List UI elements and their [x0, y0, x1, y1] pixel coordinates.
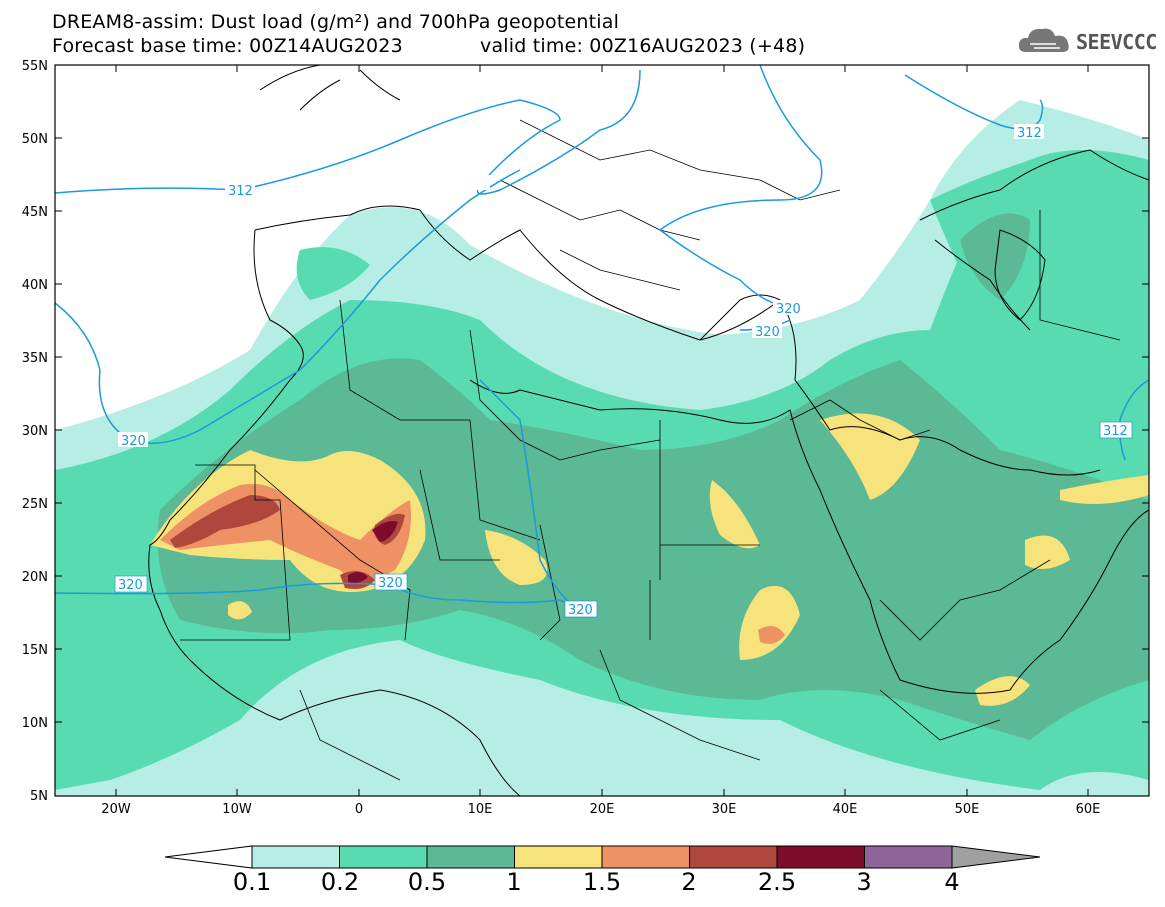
contour-label: 312: [1017, 126, 1042, 141]
colorbar-segment: [514, 845, 603, 869]
colorbar-label: 0.1: [232, 868, 272, 896]
lon-tick-label: 20W: [101, 802, 131, 817]
colorbar-label: 1.5: [582, 868, 622, 896]
colorbar-segment: [776, 845, 865, 869]
lat-tick-label: 50N: [22, 132, 48, 147]
lat-tick-label: 40N: [22, 278, 48, 293]
colorbar-segment: [164, 845, 253, 869]
colorbar-label: 1: [506, 868, 522, 896]
lon-tick-label: 40E: [833, 802, 858, 817]
lon-tick-label: 20E: [590, 802, 615, 817]
longitude-axis: [115, 65, 1089, 796]
seevccc-logo: SEEVCCC: [1018, 24, 1157, 60]
colorbar-segment: [426, 845, 515, 869]
contour-label: 320: [118, 578, 143, 593]
colorbar-segment: [864, 845, 953, 869]
lat-tick-label: 30N: [22, 424, 48, 439]
contour-label: 312: [228, 184, 253, 199]
colorbar: [164, 845, 1041, 869]
lat-tick-label: 55N: [22, 59, 48, 74]
colorbar-label: 2: [681, 868, 697, 896]
contour-labels: 312 320 320 320 320 320 320 312 312: [114, 124, 1133, 618]
colorbar-segment: [339, 845, 428, 869]
map-title: DREAM8-assim: Dust load (g/m²) and 700hP…: [52, 11, 620, 33]
lon-tick-label: 50E: [955, 802, 980, 817]
colorbar-label: 2.5: [757, 868, 797, 896]
contour-label: 312: [1103, 424, 1128, 439]
lon-tick-label: 0: [355, 802, 363, 817]
contour-label: 320: [568, 603, 593, 618]
latitude-axis: [55, 64, 1149, 797]
colorbar-segment: [251, 845, 340, 869]
base-time: Forecast base time: 00Z14AUG2023: [52, 35, 403, 57]
lat-tick-label: 35N: [22, 351, 48, 366]
colorbar-label: 0.5: [407, 868, 447, 896]
colorbar-label: 0.2: [320, 868, 360, 896]
colorbar-segment: [601, 845, 690, 869]
lat-tick-label: 20N: [22, 570, 48, 585]
lon-tick-label: 10W: [222, 802, 252, 817]
colorbar-label: 3: [856, 868, 872, 896]
colorbar-segment: [689, 845, 778, 869]
lon-tick-label: 10E: [468, 802, 493, 817]
valid-time: valid time: 00Z16AUG2023 (+48): [480, 35, 806, 57]
lat-tick-label: 25N: [22, 497, 48, 512]
lat-tick-label: 10N: [22, 716, 48, 731]
contour-label: 320: [755, 325, 780, 340]
contour-label: 320: [378, 576, 403, 591]
lon-tick-label: 60E: [1076, 802, 1101, 817]
colorbar-label: 4: [944, 868, 960, 896]
dust-field: [55, 65, 1149, 796]
lat-tick-label: 5N: [30, 789, 48, 804]
logo-text: SEEVCCC: [1076, 30, 1157, 54]
lon-tick-label: 30E: [712, 802, 737, 817]
lat-tick-label: 15N: [22, 643, 48, 658]
colorbar-segment: [951, 845, 1041, 869]
contour-label: 320: [121, 434, 146, 449]
coastlines: [148, 65, 1149, 796]
map-subtitle: Forecast base time: 00Z14AUG2023 valid ti…: [52, 35, 805, 57]
lat-tick-label: 45N: [22, 205, 48, 220]
contour-label: 320: [776, 302, 801, 317]
cloud-icon: [1018, 28, 1069, 52]
